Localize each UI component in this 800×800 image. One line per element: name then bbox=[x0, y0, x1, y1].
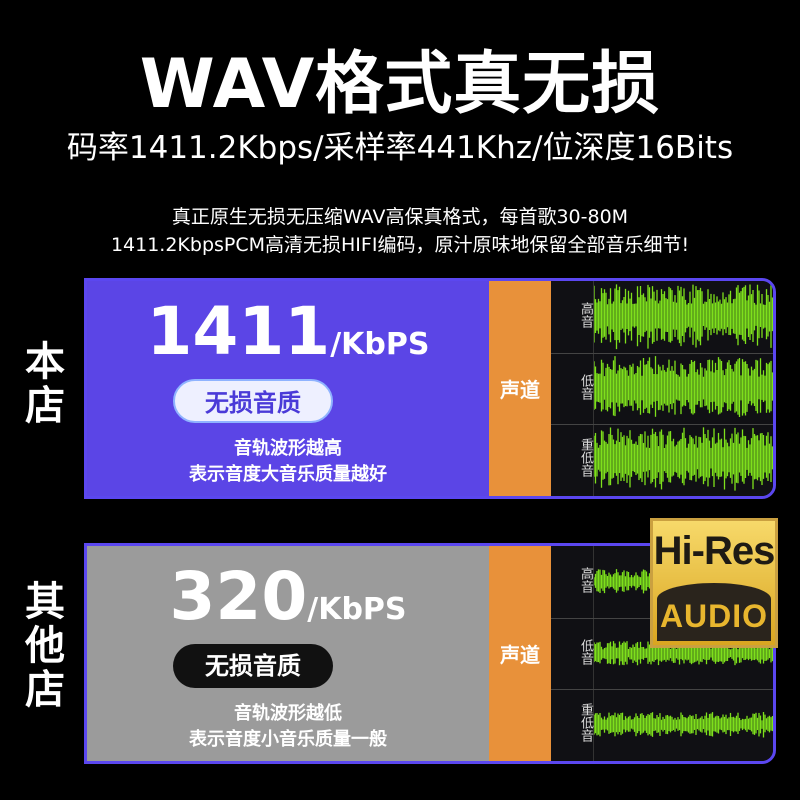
spec-line: 码率1411.2Kbps/采样率441Khz/位深度16Bits bbox=[66, 130, 734, 166]
row-divider bbox=[551, 424, 773, 426]
ours-info: 1411/KbPS 无损音质 音轨波形越高表示音度大音乐质量越好 bbox=[87, 281, 489, 496]
waveform bbox=[594, 284, 773, 350]
note-line-2: 表示音度小音乐质量一般 bbox=[189, 729, 387, 750]
others-info: 320/KbPS 无损音质 音轨波形越低表示音度小音乐质量一般 bbox=[87, 546, 489, 761]
note-line-1: 音轨波形越高 bbox=[234, 438, 342, 459]
others-panel: 320/KbPS 无损音质 音轨波形越低表示音度小音乐质量一般 声道 高音低音重… bbox=[84, 543, 776, 764]
ours-panel: 1411/KbPS 无损音质 音轨波形越高表示音度大音乐质量越好 声道 高音低音… bbox=[84, 278, 776, 499]
row-divider bbox=[551, 689, 773, 691]
channel-label: 声道 bbox=[489, 281, 551, 496]
bitrate-unit: /KbPS bbox=[307, 592, 407, 627]
logo-top: Hi-Res bbox=[653, 529, 776, 573]
bitrate-value: 320 bbox=[169, 558, 308, 635]
note-line-1: 音轨波形越低 bbox=[234, 703, 342, 724]
track-label: 低音 bbox=[578, 373, 593, 400]
hi-res-audio-logo: Hi-Res AUDIO bbox=[650, 518, 778, 648]
quality-badge: 无损音质 bbox=[173, 379, 333, 423]
row-divider bbox=[551, 352, 773, 354]
logo-bottom: AUDIO bbox=[657, 583, 771, 641]
track-label: 高音 bbox=[578, 301, 593, 328]
channel-label: 声道 bbox=[489, 546, 551, 761]
track-label: 高音 bbox=[578, 566, 593, 593]
bitrate-unit: /KbPS bbox=[330, 327, 430, 362]
waveform-panel: 高音 低音 重低音 bbox=[551, 281, 773, 496]
page-title: WAV格式真无损 bbox=[139, 45, 661, 124]
waveform bbox=[594, 427, 773, 491]
description-line-2: 1411.2KbpsPCM高清无损HIFI编码，原汁原味地保留全部音乐细节! bbox=[110, 234, 690, 256]
side-label-ours: 本店 bbox=[25, 339, 65, 429]
side-label-others: 其他店 bbox=[25, 579, 65, 713]
note-line-2: 表示音度大音乐质量越好 bbox=[189, 464, 387, 485]
track-label: 低音 bbox=[578, 638, 593, 665]
quality-badge: 无损音质 bbox=[173, 644, 333, 688]
bitrate-value: 1411 bbox=[146, 293, 331, 370]
description-line-1: 真正原生无损无压缩WAV高保真格式，每首歌30-80M bbox=[171, 206, 629, 228]
waveform bbox=[594, 712, 773, 738]
waveform bbox=[594, 355, 773, 417]
track-label: 重低音 bbox=[578, 702, 593, 742]
track-label: 重低音 bbox=[578, 437, 593, 477]
